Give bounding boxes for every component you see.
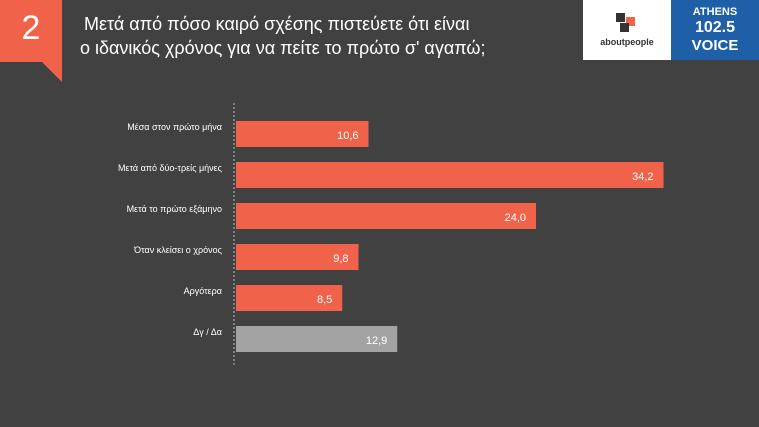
chart-title-line-1: Μετά από πόσο καιρό σχέσης πιστεύετε ότι… [84, 14, 470, 34]
bar-1 [236, 121, 369, 147]
athens-logo-line-1: ATHENS [692, 6, 738, 18]
bar-2 [236, 162, 664, 188]
category-label-4: Όταν κλείσει ο χρόνος [133, 245, 223, 255]
category-label-6: Δγ / Δα [193, 327, 222, 337]
bars-group: Μέσα στον πρώτο μήνα 10,6 Μετά από δύο-τρε… [118, 121, 664, 352]
athens-logo-line-2: 102.5 [694, 19, 736, 36]
value-label-5: 8,5 [317, 294, 332, 306]
aboutpeople-logo-text: aboutpeople [600, 37, 654, 47]
category-label-3: Μετά το πρώτο εξάμηνο [127, 204, 222, 214]
chart-title-line-2: ο ιδανικός χρόνος για να πείτε το πρώτο … [80, 38, 486, 58]
value-label-3: 24,0 [505, 212, 526, 224]
athens-voice-logo: ATHENS 102.5 VOICE [671, 0, 759, 60]
category-label-1: Μέσα στον πρώτο μήνα [127, 122, 222, 132]
aboutpeople-logo: aboutpeople [583, 0, 671, 60]
bar-4 [236, 244, 359, 270]
bar-3 [236, 203, 536, 229]
value-label-2: 34,2 [632, 171, 653, 183]
athens-logo-line-3: VOICE [691, 37, 739, 54]
bar-5 [236, 285, 343, 311]
value-label-4: 9,8 [333, 253, 348, 265]
slide-number-badge: 2 [0, 0, 62, 82]
category-label-2: Μετά από δύο-τρείς μήνες [118, 163, 223, 173]
value-label-6: 12,9 [366, 335, 387, 347]
category-label-5: Αργότερα [184, 286, 222, 296]
value-label-1: 10,6 [337, 130, 358, 142]
badge-shape [0, 0, 62, 82]
aboutpeople-mark-icon [616, 13, 635, 32]
chart-title: Μετά από πόσο καιρό σχέσης πιστεύετε ότι… [80, 12, 580, 60]
bar-6 [236, 326, 398, 352]
slide-number: 2 [21, 9, 41, 47]
